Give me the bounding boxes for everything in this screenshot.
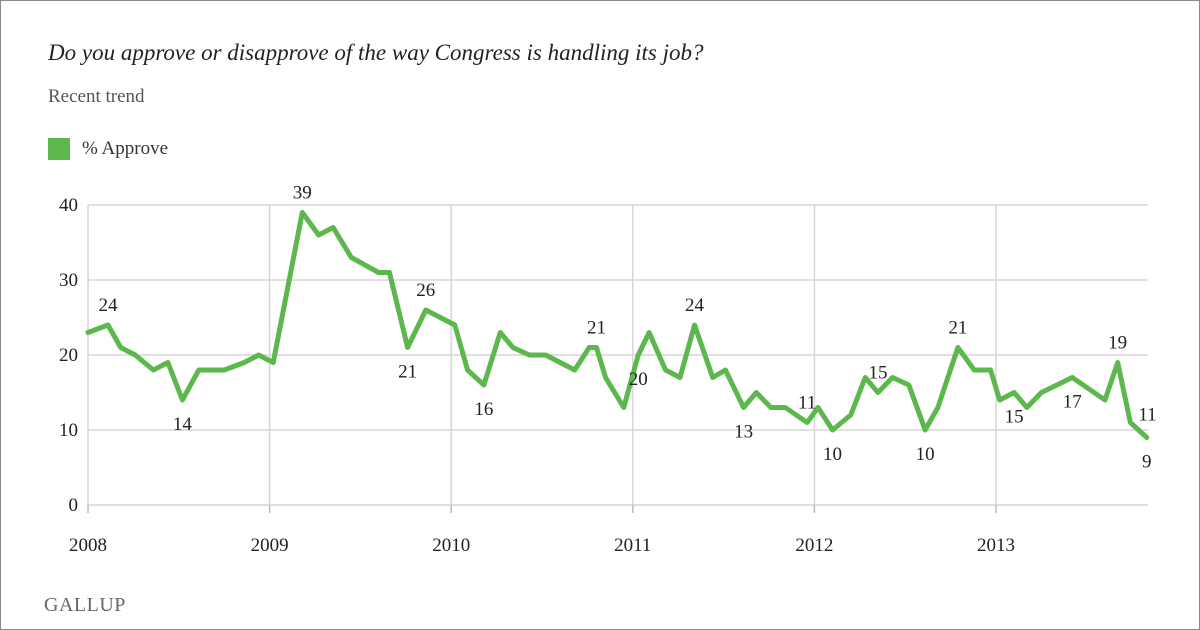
- x-tick-label: 2009: [251, 535, 289, 556]
- gallup-logo: GALLUP: [44, 594, 126, 616]
- data-label: 10: [916, 444, 935, 465]
- x-tick-label: 2010: [432, 535, 470, 556]
- x-tick-label: 2012: [795, 535, 833, 556]
- y-tick-label: 40: [59, 195, 78, 216]
- legend: % Approve: [48, 138, 168, 160]
- data-label: 21: [948, 318, 967, 339]
- data-label: 15: [868, 363, 887, 384]
- x-tick-label: 2013: [977, 535, 1015, 556]
- data-label: 11: [798, 393, 816, 414]
- data-label: 13: [734, 422, 753, 443]
- x-tick-label: 2011: [614, 535, 651, 556]
- data-label: 10: [823, 444, 842, 465]
- data-label: 9: [1142, 452, 1152, 473]
- x-tick-label: 2008: [69, 535, 107, 556]
- chart-title: Do you approve or disapprove of the way …: [48, 40, 704, 65]
- y-tick-label: 10: [59, 420, 78, 441]
- data-label: 24: [685, 295, 705, 316]
- data-label: 14: [173, 414, 193, 435]
- data-label: 19: [1108, 333, 1127, 354]
- legend-swatch: [48, 138, 70, 160]
- y-tick-label: 20: [59, 345, 78, 366]
- data-label: 15: [1005, 407, 1024, 428]
- series-line-approve: [85, 210, 1150, 440]
- data-label: 26: [416, 280, 435, 301]
- data-label: 16: [474, 399, 493, 420]
- data-label: 21: [398, 362, 417, 383]
- data-label: 21: [587, 318, 606, 339]
- data-label: 20: [629, 369, 648, 390]
- data-label: 11: [1138, 405, 1156, 426]
- data-label: 39: [293, 183, 312, 204]
- data-label: 17: [1063, 392, 1082, 413]
- data-label: 24: [98, 295, 118, 316]
- legend-label: % Approve: [82, 138, 169, 159]
- chart-subtitle: Recent trend: [48, 86, 145, 107]
- y-tick-label: 0: [69, 495, 79, 516]
- y-tick-label: 30: [59, 270, 78, 291]
